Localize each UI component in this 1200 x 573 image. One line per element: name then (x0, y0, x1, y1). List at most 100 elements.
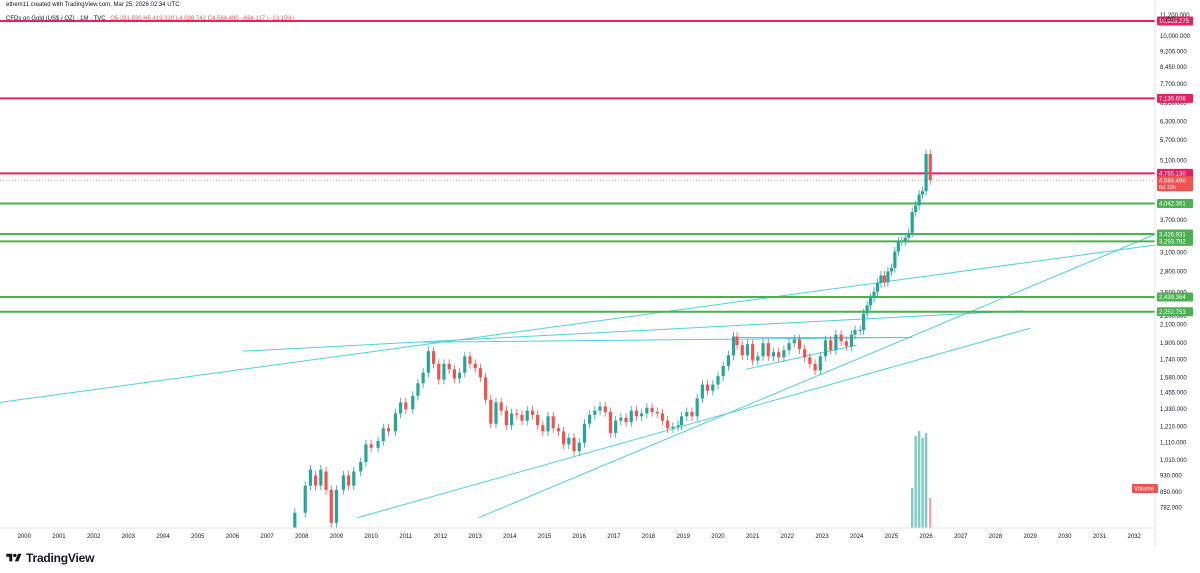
candle-body (509, 413, 514, 426)
candle-body (426, 351, 430, 373)
candle-body (787, 343, 791, 351)
time-tick-label: 2014 (503, 534, 517, 540)
level-label-bg (1157, 236, 1193, 246)
price-tick-label: 930.000 (1160, 473, 1182, 479)
candle-body (556, 428, 561, 432)
candle-body (447, 363, 451, 370)
candle-body (303, 485, 307, 513)
candle-body (478, 368, 482, 378)
candle-body (473, 363, 477, 369)
candle-body (924, 154, 928, 192)
candle-body (797, 339, 802, 350)
level-label-bg (1157, 198, 1193, 208)
candle-body (369, 444, 373, 448)
time-tick-label: 2030 (1058, 534, 1072, 540)
candle-body (593, 410, 597, 415)
candle-body (536, 414, 540, 426)
volume-label: Volume (1134, 487, 1155, 493)
volume-bar (917, 431, 921, 528)
candle-body (872, 291, 876, 298)
candle-body (907, 232, 911, 238)
candle-body (329, 489, 333, 523)
time-tick-label: 2011 (399, 534, 413, 540)
tradingview-brand: TradingView (26, 551, 95, 565)
price-tick-label: 782.000 (1160, 505, 1182, 511)
volume-bar (924, 433, 928, 528)
candle-body (705, 384, 710, 391)
volume-bar (911, 488, 914, 528)
candle-body (494, 402, 498, 424)
time-tick-label: 2019 (677, 534, 691, 540)
time-tick-label: 2025 (885, 534, 899, 540)
time-tick-label: 2016 (573, 534, 587, 540)
candle-body (324, 471, 328, 490)
candle-body (624, 417, 628, 423)
price-tick-label: 5,700.000 (1160, 138, 1187, 144)
candle-body (889, 268, 893, 272)
level-label-bg (1157, 168, 1193, 178)
time-tick-label: 2008 (295, 534, 309, 540)
candle-body (875, 283, 880, 292)
time-tick-label: 2010 (364, 534, 378, 540)
price-tick-label: 5,100.000 (1160, 158, 1187, 164)
trendline (242, 310, 1024, 352)
level-label-bg (1157, 307, 1193, 317)
time-tick-label: 2007 (260, 534, 274, 540)
candle-body (879, 275, 883, 284)
candle-body (671, 426, 675, 429)
candle-body (640, 413, 644, 417)
candle-body (813, 363, 817, 371)
candle-body (483, 377, 488, 400)
price-tick-label: 2,200.000 (1160, 314, 1187, 320)
candle-body (489, 399, 493, 424)
candle-body (442, 363, 446, 380)
ohlc-values: O5,281.530 H5,419.320 L4,098.742 C4,584.… (110, 16, 295, 22)
candle-body (910, 212, 914, 233)
candle-body (761, 343, 765, 357)
candle-body (399, 402, 403, 414)
last-price-label-bg (1157, 176, 1193, 192)
level-label-bg (1157, 229, 1193, 239)
candle-body (404, 402, 408, 410)
candle-body (650, 407, 654, 413)
level-label-bg (1157, 16, 1193, 26)
level-label: 10,835.275 (1159, 19, 1190, 25)
candle-body (457, 372, 462, 379)
price-tick-label: 1,330.000 (1160, 407, 1187, 413)
price-tick-label: 6,300.000 (1160, 119, 1187, 125)
level-label: 3,293.782 (1159, 240, 1186, 246)
candle-body (839, 334, 843, 342)
candle-body (903, 237, 907, 242)
price-tick-label: 9,200.000 (1160, 49, 1187, 55)
tradingview-logo[interactable]: TradingView (6, 551, 94, 565)
time-tick-label: 2015 (538, 534, 552, 540)
volume-bar (921, 438, 924, 528)
last-price-label: 4,584.490 (1159, 179, 1186, 185)
candle-body (334, 489, 339, 523)
trendline (745, 344, 857, 370)
candle-body (381, 428, 385, 442)
candle-body (882, 275, 887, 283)
candle-body (452, 369, 456, 379)
candle-body (803, 349, 807, 358)
candle-body (386, 428, 391, 432)
candle-body (341, 475, 345, 490)
price-tick-label: 850.000 (1160, 490, 1182, 496)
time-tick-label: 2002 (87, 534, 101, 540)
candle-body (308, 469, 313, 486)
bar-countdown-label: 6d 19h (1159, 185, 1176, 191)
time-tick-label: 2018 (642, 534, 656, 540)
candle-body (679, 416, 684, 426)
candle-body (629, 410, 633, 423)
candle-body (829, 340, 833, 351)
candle-body (504, 410, 508, 426)
candle-body (572, 437, 576, 452)
time-tick-label: 2021 (746, 534, 760, 540)
candle-body (711, 384, 715, 391)
time-tick-label: 2000 (18, 534, 32, 540)
candle-body (740, 345, 744, 356)
time-tick-label: 2005 (191, 534, 205, 540)
candle-body (858, 330, 862, 332)
price-tick-label: 1,455.000 (1160, 391, 1187, 397)
